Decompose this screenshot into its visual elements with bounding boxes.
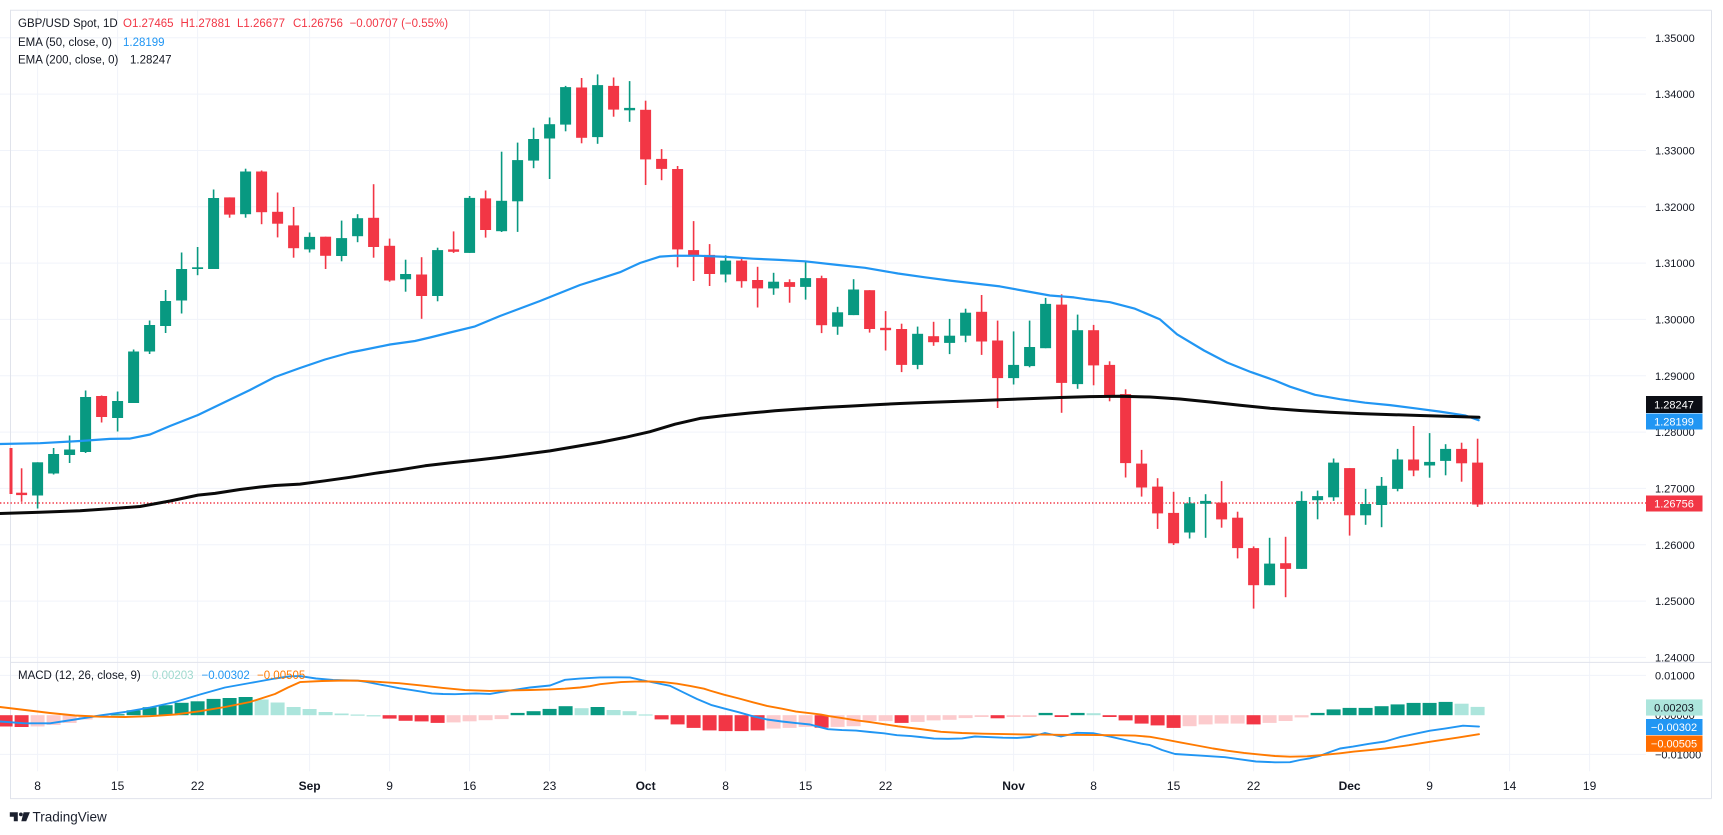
svg-text:15: 15 [799, 779, 813, 793]
svg-text:1.27000: 1.27000 [1655, 483, 1695, 495]
svg-text:Dec: Dec [1339, 779, 1361, 793]
svg-text:Oct: Oct [636, 779, 656, 793]
svg-text:0.00203: 0.00203 [1654, 703, 1694, 715]
svg-text:Sep: Sep [299, 779, 321, 793]
svg-text:GBP/USD Spot, 1D: GBP/USD Spot, 1D [18, 18, 118, 30]
svg-text:1.31000: 1.31000 [1655, 258, 1695, 270]
svg-text:0.00203: 0.00203 [152, 670, 194, 682]
svg-text:1.28000: 1.28000 [1655, 427, 1695, 439]
svg-text:1.28199: 1.28199 [1654, 417, 1694, 429]
svg-text:1.28247: 1.28247 [1654, 400, 1694, 412]
svg-text:8: 8 [722, 779, 729, 793]
svg-text:1.30000: 1.30000 [1655, 314, 1695, 326]
svg-text:−0.00505: −0.00505 [1651, 739, 1697, 751]
svg-text:1.32000: 1.32000 [1655, 202, 1695, 214]
svg-text:22: 22 [1247, 779, 1261, 793]
svg-text:−0.00302: −0.00302 [202, 670, 250, 682]
svg-text:EMA (200, close, 0): EMA (200, close, 0) [18, 55, 119, 67]
svg-text:15: 15 [111, 779, 125, 793]
svg-text:L1.26677: L1.26677 [237, 18, 285, 30]
svg-text:1.26756: 1.26756 [1654, 499, 1694, 511]
svg-text:15: 15 [1167, 779, 1181, 793]
svg-text:−0.00505: −0.00505 [257, 670, 305, 682]
svg-text:9: 9 [1426, 779, 1433, 793]
svg-text:1.33000: 1.33000 [1655, 146, 1695, 158]
svg-text:1.25000: 1.25000 [1655, 596, 1695, 608]
svg-text:1.28199: 1.28199 [123, 37, 165, 49]
svg-text:14: 14 [1503, 779, 1517, 793]
svg-text:MACD (12, 26, close, 9): MACD (12, 26, close, 9) [18, 670, 141, 682]
svg-text:22: 22 [191, 779, 205, 793]
svg-text:9: 9 [386, 779, 393, 793]
svg-text:Nov: Nov [1002, 779, 1025, 793]
svg-text:−0.00707 (−0.55%): −0.00707 (−0.55%) [350, 18, 449, 30]
svg-text:1.28247: 1.28247 [130, 55, 172, 67]
svg-text:1.35000: 1.35000 [1655, 33, 1695, 45]
svg-text:EMA (50, close, 0): EMA (50, close, 0) [18, 37, 112, 49]
svg-text:H1.27881: H1.27881 [181, 18, 231, 30]
svg-text:22: 22 [879, 779, 893, 793]
svg-text:0.01000: 0.01000 [1655, 670, 1695, 682]
svg-text:1.29000: 1.29000 [1655, 371, 1695, 383]
svg-text:O1.27465: O1.27465 [123, 18, 174, 30]
svg-text:19: 19 [1583, 779, 1597, 793]
svg-text:TradingView: TradingView [33, 810, 108, 825]
svg-text:1.26000: 1.26000 [1655, 540, 1695, 552]
svg-text:C1.26756: C1.26756 [293, 18, 343, 30]
svg-text:16: 16 [463, 779, 477, 793]
svg-text:8: 8 [34, 779, 41, 793]
svg-text:1.34000: 1.34000 [1655, 89, 1695, 101]
svg-text:−0.00302: −0.00302 [1651, 722, 1697, 734]
svg-text:8: 8 [1090, 779, 1097, 793]
svg-text:−0.01000: −0.01000 [1655, 749, 1701, 761]
svg-text:1.24000: 1.24000 [1655, 652, 1695, 664]
svg-text:23: 23 [543, 779, 557, 793]
